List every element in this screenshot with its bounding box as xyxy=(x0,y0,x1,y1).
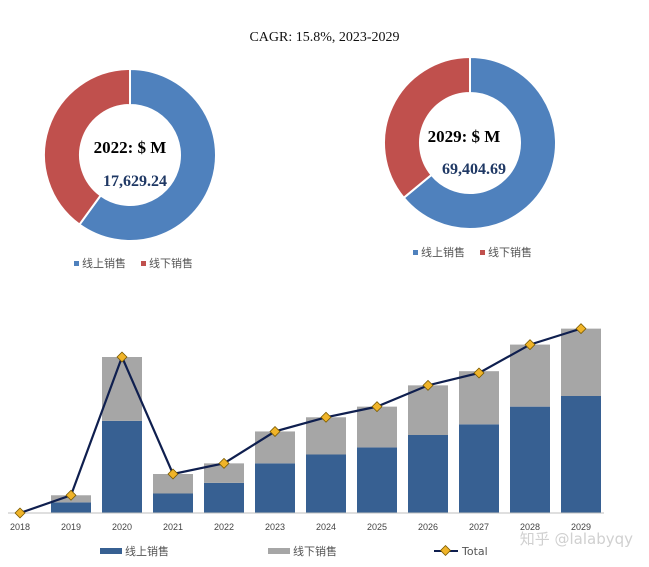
bar-online-2026 xyxy=(408,435,448,513)
total-marker-2018 xyxy=(14,507,26,519)
bar-online-2025 xyxy=(357,447,397,513)
bar-legend-offline-label: 线下销售 xyxy=(293,544,337,558)
watermark-text: 知乎 @lalabyqy xyxy=(519,530,633,548)
donut-2022-title: 2022: $ M xyxy=(94,138,167,157)
total-marker-2028 xyxy=(524,339,536,351)
x-tick-2019: 2019 xyxy=(61,522,81,532)
total-marker-2020 xyxy=(116,351,128,363)
legend-offline-label: 线下销售 xyxy=(149,256,193,270)
bar-online-2020 xyxy=(102,420,142,513)
legend-online-swatch xyxy=(74,261,79,266)
x-tick-2024: 2024 xyxy=(316,522,336,532)
total-marker-2024 xyxy=(320,411,332,423)
bar-online-2028 xyxy=(510,406,550,513)
x-tick-2025: 2025 xyxy=(367,522,387,532)
total-marker-2027 xyxy=(473,367,485,379)
donut-2029-title: 2029: $ M xyxy=(428,127,501,146)
donut-2029: 2029: $ M 69,404.69 xyxy=(383,55,557,230)
bar-online-2024 xyxy=(306,454,346,513)
bar-online-2023 xyxy=(255,463,295,513)
bar-chart-legend: 线上销售 线下销售 Total xyxy=(100,544,488,558)
x-tick-2021: 2021 xyxy=(163,522,183,532)
total-marker-2019 xyxy=(65,489,77,501)
donut-2029-offline-slice xyxy=(383,55,471,200)
donut-2022-legend: 线上销售 线下销售 xyxy=(74,256,193,270)
bar-online-2022 xyxy=(204,482,244,513)
donut-2029-legend: 线上销售 线下销售 xyxy=(413,245,532,259)
bar-legend-offline-swatch xyxy=(268,548,290,554)
donut-2022-value: 17,629.24 xyxy=(103,173,167,190)
bar-offline-2028 xyxy=(510,344,550,407)
bar-offline-2027 xyxy=(459,371,499,425)
donut-2022-offline-slice xyxy=(43,67,131,226)
total-marker-2025 xyxy=(371,401,383,413)
bar-offline-2022 xyxy=(204,463,244,483)
donut-2029-online-slice xyxy=(402,55,557,230)
total-marker-2026 xyxy=(422,379,434,391)
legend2-offline-swatch xyxy=(480,250,485,255)
donut-2029-value: 69,404.69 xyxy=(442,161,506,178)
x-tick-2023: 2023 xyxy=(265,522,285,532)
donut-2022-online-slice xyxy=(78,67,217,242)
x-tick-2028: 2028 xyxy=(520,522,540,532)
bar-legend-total-marker xyxy=(439,544,452,557)
bar-online-2027 xyxy=(459,424,499,513)
bar-legend-online-label: 线上销售 xyxy=(125,544,169,558)
x-tick-2029: 2029 xyxy=(571,522,591,532)
total-marker-2022 xyxy=(218,457,230,469)
cagr-title: CAGR: 15.8%, 2023-2029 xyxy=(249,30,400,45)
x-axis-ticks: 2018 2019 2020 2021 2022 2023 2024 2025 2026 2027… xyxy=(10,522,591,532)
total-marker-2021 xyxy=(167,468,179,480)
bar-offline-2021 xyxy=(153,474,193,494)
donut-2022: 2022: $ M 17,629.24 xyxy=(43,67,217,242)
bar-online-2029 xyxy=(561,396,601,513)
total-marker-2029 xyxy=(575,323,587,335)
legend2-online-label: 线上销售 xyxy=(421,245,465,259)
bar-offline-2026 xyxy=(408,385,448,435)
legend-offline-swatch xyxy=(141,261,146,266)
legend2-online-swatch xyxy=(413,250,418,255)
bar-legend-online-swatch xyxy=(100,548,122,554)
total-line xyxy=(19,327,582,515)
legend-online-label: 线上销售 xyxy=(82,256,126,270)
x-tick-2026: 2026 xyxy=(418,522,438,532)
x-tick-2027: 2027 xyxy=(469,522,489,532)
bar-online-2021 xyxy=(153,493,193,513)
bar-offline-2025 xyxy=(357,406,397,448)
bar-legend-total-label: Total xyxy=(461,545,488,558)
legend2-offline-label: 线下销售 xyxy=(488,245,532,259)
bar-offline-2024 xyxy=(306,417,346,455)
stacked-bar-chart xyxy=(51,328,601,513)
x-tick-2020: 2020 xyxy=(112,522,132,532)
bar-online-2019 xyxy=(51,502,91,513)
total-line-series xyxy=(14,323,587,519)
total-marker-2023 xyxy=(269,425,281,437)
x-tick-2018: 2018 xyxy=(10,522,30,532)
bar-offline-2029 xyxy=(561,328,601,396)
x-tick-2022: 2022 xyxy=(214,522,234,532)
